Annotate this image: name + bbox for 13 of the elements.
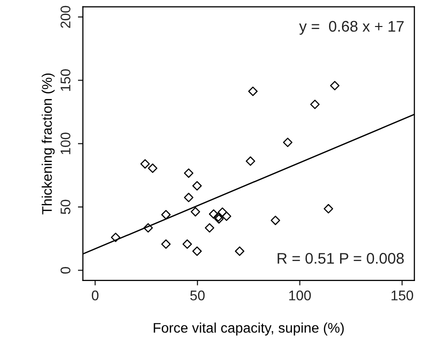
x-tick-label: 150 — [392, 290, 414, 300]
x-axis-title: Force vital capacity, supine (%) — [154, 322, 344, 336]
annotation: R = 0.51 P = 0.008 — [278, 252, 404, 264]
y-tick-label: 200 — [60, 6, 70, 28]
y-axis-title: Thickening fraction (%) — [42, 73, 55, 214]
y-tick-label: 100 — [60, 132, 70, 154]
y-tick-label: 0 — [60, 266, 70, 274]
y-tick-label: 150 — [60, 69, 70, 91]
x-tick-label: 0 — [92, 290, 98, 300]
x-tick-label: 50 — [190, 290, 205, 300]
x-tick-label: 100 — [289, 290, 311, 300]
y-tick-label: 50 — [60, 200, 70, 214]
annotation: y = 0.68 x + 17 — [299, 20, 404, 35]
